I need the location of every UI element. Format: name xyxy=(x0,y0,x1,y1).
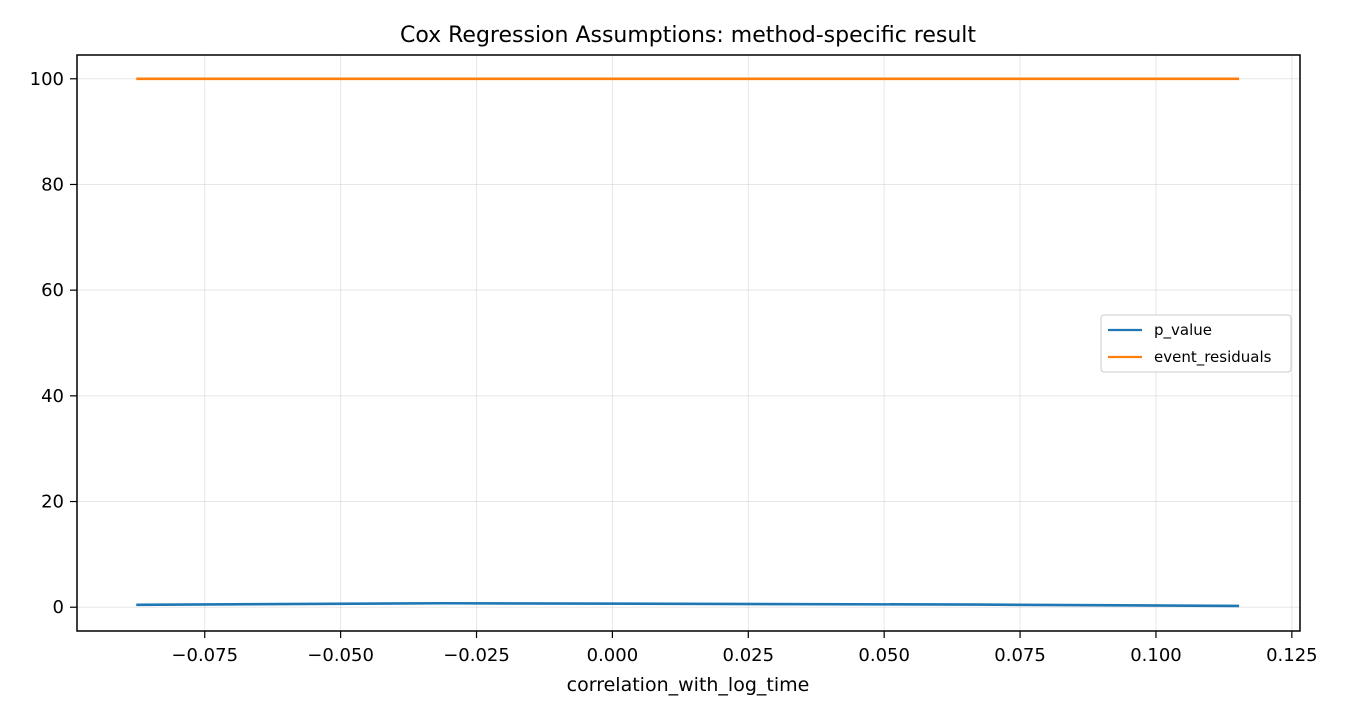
x-tick-label: 0.075 xyxy=(994,645,1046,666)
series-line-p-value xyxy=(136,601,1240,608)
x-axis-label: correlation_with_log_time xyxy=(567,674,810,696)
y-tick-label: 80 xyxy=(41,174,64,195)
x-tick-label: −0.050 xyxy=(307,645,374,666)
x-tick-label: 0.025 xyxy=(723,645,775,666)
y-tick-label: 20 xyxy=(41,492,64,513)
y-tick-label: 0 xyxy=(53,597,64,618)
y-tick-label: 100 xyxy=(30,69,64,90)
x-tick-label: 0.125 xyxy=(1266,645,1318,666)
legend-frame xyxy=(1100,314,1292,373)
y-tick-label: 40 xyxy=(41,386,64,407)
legend-label-event-residuals: event_residuals xyxy=(1154,348,1272,367)
y-axis: 0 20 40 60 80 100 xyxy=(30,69,77,618)
x-tick-label: −0.075 xyxy=(171,645,238,666)
chart-title: Cox Regression Assumptions: method-speci… xyxy=(400,23,976,48)
plot-frame xyxy=(76,54,1301,632)
series-layer xyxy=(136,77,1240,608)
x-tick-label: 0.100 xyxy=(1130,645,1182,666)
x-axis: −0.075 −0.050 −0.025 0.000 0.025 0.050 0.075 0.… xyxy=(171,631,1318,666)
x-tick-label: 0.050 xyxy=(858,645,910,666)
legend: p_value event_residuals xyxy=(1100,314,1292,373)
legend-label-p-value: p_value xyxy=(1154,321,1212,340)
y-tick-label: 60 xyxy=(41,280,64,301)
grid-layer xyxy=(77,55,1300,631)
x-tick-label: 0.000 xyxy=(587,645,639,666)
x-tick-label: −0.025 xyxy=(443,645,510,666)
